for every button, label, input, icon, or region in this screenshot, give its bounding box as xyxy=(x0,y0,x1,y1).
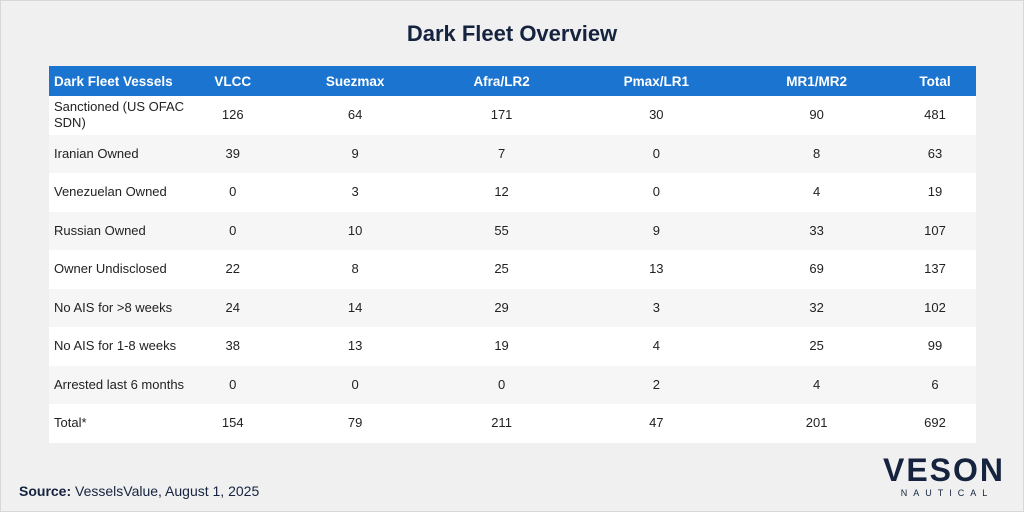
table-row: Iranian Owned 39 9 7 0 8 63 xyxy=(49,134,976,173)
cell: 154 xyxy=(185,404,281,443)
cell: 0 xyxy=(573,134,740,173)
header-cell: Afra/LR2 xyxy=(429,66,574,96)
row-label: No AIS for 1-8 weeks xyxy=(49,327,185,366)
cell: 8 xyxy=(739,134,894,173)
table-row: Russian Owned 0 10 55 9 33 107 xyxy=(49,211,976,250)
table-body: Sanctioned (US OFAC SDN) 126 64 171 30 90 481 I… xyxy=(49,96,976,443)
cell: 24 xyxy=(185,288,281,327)
cell: 692 xyxy=(893,404,976,443)
cell: 30 xyxy=(573,96,740,135)
source-label: Source: xyxy=(19,483,72,499)
header-cell: MR1/MR2 xyxy=(739,66,894,96)
row-label: Total* xyxy=(49,404,185,443)
cell: 90 xyxy=(739,96,894,135)
source: Source: VesselsValue, August 1, 2025 xyxy=(19,483,259,499)
cell: 19 xyxy=(893,173,976,212)
cell: 99 xyxy=(893,327,976,366)
cell: 13 xyxy=(573,250,740,289)
header-cell: Total xyxy=(893,66,976,96)
cell: 7 xyxy=(429,134,574,173)
logo-name: VESON xyxy=(882,452,1005,488)
cell: 102 xyxy=(893,288,976,327)
cell: 126 xyxy=(185,96,281,135)
cell: 4 xyxy=(573,327,740,366)
cell: 25 xyxy=(739,327,894,366)
row-label: No AIS for >8 weeks xyxy=(49,288,185,327)
header-cell: Dark Fleet Vessels xyxy=(49,66,185,96)
cell: 47 xyxy=(573,404,740,443)
cell: 0 xyxy=(429,365,574,404)
table-row: Sanctioned (US OFAC SDN) 126 64 171 30 90 481 xyxy=(49,96,976,135)
cell: 13 xyxy=(280,327,430,366)
cell: 38 xyxy=(185,327,281,366)
table-row: No AIS for >8 weeks 24 14 29 3 32 102 xyxy=(49,288,976,327)
header-cell: Pmax/LR1 xyxy=(573,66,740,96)
header-cell: Suezmax xyxy=(280,66,430,96)
cell: 2 xyxy=(573,365,740,404)
cell: 0 xyxy=(185,365,281,404)
cell: 64 xyxy=(280,96,430,135)
logo-sub: NAUTICAL xyxy=(900,488,994,498)
cell: 6 xyxy=(893,365,976,404)
source-text: VesselsValue, August 1, 2025 xyxy=(75,483,260,499)
cell: 4 xyxy=(739,365,894,404)
cell: 79 xyxy=(280,404,430,443)
cell: 481 xyxy=(893,96,976,135)
cell: 10 xyxy=(280,211,430,250)
cell: 3 xyxy=(573,288,740,327)
title: Dark Fleet Overview xyxy=(406,21,618,46)
cell: 171 xyxy=(429,96,574,135)
cell: 69 xyxy=(739,250,894,289)
cell: 39 xyxy=(185,134,281,173)
header-cell: VLCC xyxy=(185,66,281,96)
row-label: Venezuelan Owned xyxy=(49,173,185,212)
cell: 25 xyxy=(429,250,574,289)
cell: 4 xyxy=(739,173,894,212)
row-label: Arrested last 6 months xyxy=(49,365,185,404)
cell: 63 xyxy=(893,134,976,173)
cell: 19 xyxy=(429,327,574,366)
cell: 55 xyxy=(429,211,574,250)
table-row: Arrested last 6 months 0 0 0 2 4 6 xyxy=(49,365,976,404)
cell: 29 xyxy=(429,288,574,327)
cell: 0 xyxy=(280,365,430,404)
cell: 137 xyxy=(893,250,976,289)
table-row: No AIS for 1-8 weeks 38 13 19 4 25 99 xyxy=(49,327,976,366)
logo: VESON NAUTICAL xyxy=(883,453,1005,499)
cell: 12 xyxy=(429,173,574,212)
cell: 33 xyxy=(739,211,894,250)
table: Dark Fleet Vessels VLCC Suezmax Afra/LR2 Pma… xyxy=(49,66,976,443)
header-row: Dark Fleet Vessels VLCC Suezmax Afra/LR2 Pma… xyxy=(49,66,976,96)
cell: 22 xyxy=(185,250,281,289)
row-label: Russian Owned xyxy=(49,211,185,250)
table-row: Total* 154 79 211 47 201 692 xyxy=(49,404,976,443)
cell: 0 xyxy=(185,211,281,250)
table-row: Venezuelan Owned 0 3 12 0 4 19 xyxy=(49,173,976,212)
cell: 9 xyxy=(573,211,740,250)
row-label: Sanctioned (US OFAC SDN) xyxy=(49,96,185,135)
cell: 0 xyxy=(573,173,740,212)
cell: 201 xyxy=(739,404,894,443)
cell: 3 xyxy=(280,173,430,212)
cell: 211 xyxy=(429,404,574,443)
cell: 14 xyxy=(280,288,430,327)
cell: 107 xyxy=(893,211,976,250)
cell: 0 xyxy=(185,173,281,212)
row-label: Iranian Owned xyxy=(49,134,185,173)
cell: 8 xyxy=(280,250,430,289)
row-label: Owner Undisclosed xyxy=(49,250,185,289)
cell: 9 xyxy=(280,134,430,173)
table-row: Owner Undisclosed 22 8 25 13 69 137 xyxy=(49,250,976,289)
cell: 32 xyxy=(739,288,894,327)
